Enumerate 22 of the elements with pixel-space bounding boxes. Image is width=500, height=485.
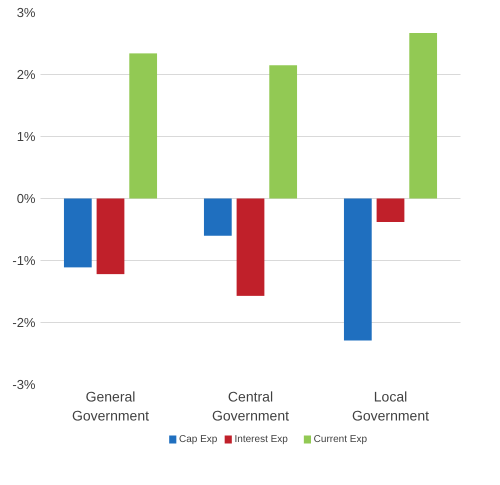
y-tick-label: -1%: [12, 253, 36, 268]
bar: [204, 198, 232, 236]
y-tick-label: -3%: [12, 377, 36, 392]
bar: [64, 198, 92, 268]
y-tick-label: 0%: [16, 191, 36, 206]
bar: [129, 53, 158, 198]
bar: [96, 198, 124, 274]
y-tick-label: 2%: [16, 67, 36, 82]
y-tick-label: 1%: [16, 129, 36, 144]
legend-label: Current Exp: [314, 434, 368, 445]
bar: [376, 198, 404, 222]
bar: [344, 198, 372, 340]
bar: [409, 32, 438, 198]
bar: [269, 65, 298, 198]
x-tick-label: Central Government: [212, 388, 290, 424]
legend-label: Cap Exp: [179, 434, 218, 445]
x-tick-label: Local Government: [352, 388, 430, 424]
y-tick-label: 3%: [16, 5, 36, 20]
legend-label: Interest Exp: [234, 434, 288, 445]
y-tick-label: -2%: [12, 315, 36, 330]
x-tick-label: General Government: [72, 388, 150, 424]
bar: [236, 198, 264, 296]
